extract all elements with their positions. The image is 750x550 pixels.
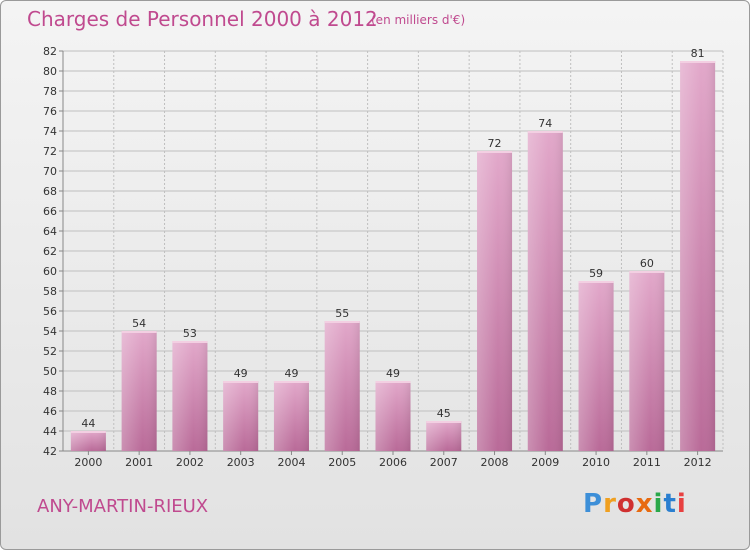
- y-tick-label: 74: [43, 125, 57, 138]
- x-tick-label: 2002: [176, 456, 204, 469]
- x-tick-label: 2009: [531, 456, 559, 469]
- bar-top-highlight: [324, 321, 360, 323]
- bar-top-highlight: [680, 61, 716, 63]
- y-tick-label: 46: [43, 405, 57, 418]
- bar-top-highlight: [172, 341, 208, 343]
- y-tick-label: 48: [43, 385, 57, 398]
- chart-title: Charges de Personnel 2000 à 2012: [27, 7, 378, 31]
- bar-value-label: 59: [589, 267, 603, 280]
- bar-shade: [172, 341, 208, 451]
- y-tick-label: 42: [43, 445, 57, 458]
- y-tick-label: 56: [43, 305, 57, 318]
- x-tick-label: 2006: [379, 456, 407, 469]
- bar-value-label: 53: [183, 327, 197, 340]
- bar-shade: [426, 421, 462, 451]
- bar-shade: [578, 281, 614, 451]
- commune-name: ANY-MARTIN-RIEUX: [37, 496, 209, 517]
- bar-value-label: 49: [284, 367, 298, 380]
- logo-letter: o: [616, 489, 636, 519]
- y-tick-label: 68: [43, 185, 57, 198]
- bar-value-label: 72: [488, 137, 502, 150]
- y-tick-label: 70: [43, 165, 57, 178]
- bar-top-highlight: [121, 331, 157, 333]
- x-tick-label: 2004: [277, 456, 305, 469]
- x-tick-label: 2012: [684, 456, 712, 469]
- bar-shade: [273, 381, 309, 451]
- bar-top-highlight: [578, 281, 614, 283]
- x-tick-label: 2010: [582, 456, 610, 469]
- bar-value-label: 49: [234, 367, 248, 380]
- y-tick-label: 72: [43, 145, 57, 158]
- y-tick-label: 82: [43, 45, 57, 58]
- y-tick-label: 78: [43, 85, 57, 98]
- logo-letter: i: [653, 489, 664, 519]
- x-tick-label: 2007: [430, 456, 458, 469]
- bar-value-label: 74: [538, 117, 552, 130]
- x-tick-label: 2000: [74, 456, 102, 469]
- y-tick-label: 44: [43, 425, 57, 438]
- bar-top-highlight: [273, 381, 309, 383]
- logo-letter: i: [676, 489, 687, 519]
- logo-letter: P: [583, 489, 604, 519]
- bar-top-highlight: [629, 271, 665, 273]
- x-tick-label: 2003: [227, 456, 255, 469]
- bar-shade: [223, 381, 259, 451]
- logo-letter: x: [635, 489, 654, 519]
- bar-value-label: 60: [640, 257, 654, 270]
- y-tick-label: 80: [43, 65, 57, 78]
- bar-top-highlight: [477, 151, 513, 153]
- bar-top-highlight: [375, 381, 411, 383]
- bar-shade: [527, 131, 563, 451]
- bar-value-label: 81: [691, 47, 705, 60]
- x-tick-label: 2011: [633, 456, 661, 469]
- bar-top-highlight: [527, 131, 563, 133]
- bar-value-label: 49: [386, 367, 400, 380]
- bar-shade: [375, 381, 411, 451]
- y-tick-label: 64: [43, 225, 57, 238]
- bar-value-label: 45: [437, 407, 451, 420]
- logo-letter: r: [603, 489, 617, 519]
- x-tick-label: 2001: [125, 456, 153, 469]
- bar-top-highlight: [70, 431, 106, 433]
- y-tick-label: 60: [43, 265, 57, 278]
- chart-subtitle: (en milliers d'€): [371, 13, 466, 27]
- bar-shade: [324, 321, 360, 451]
- bar-shade: [477, 151, 513, 451]
- bar-shade: [70, 431, 106, 451]
- y-tick-label: 52: [43, 345, 57, 358]
- bar-top-highlight: [223, 381, 259, 383]
- y-tick-label: 50: [43, 365, 57, 378]
- y-tick-label: 54: [43, 325, 57, 338]
- bar-value-label: 55: [335, 307, 349, 320]
- bar-value-label: 44: [81, 417, 95, 430]
- bar-value-label: 54: [132, 317, 146, 330]
- labels: 42 44 46 48 50 52 54 56 58 60 62 64 66 68 70 72 74 76 78 80…: [43, 45, 712, 469]
- x-tick-label: 2005: [328, 456, 356, 469]
- bar-top-highlight: [426, 421, 462, 423]
- y-tick-label: 58: [43, 285, 57, 298]
- x-tick-label: 2008: [481, 456, 509, 469]
- bars: [70, 61, 716, 451]
- bar-shade: [121, 331, 157, 451]
- y-tick-label: 76: [43, 105, 57, 118]
- y-tick-label: 66: [43, 205, 57, 218]
- bar-shade: [680, 61, 716, 451]
- bar-shade: [629, 271, 665, 451]
- y-tick-label: 62: [43, 245, 57, 258]
- proxiti-logo: Proxiti: [583, 489, 687, 519]
- logo-letter: t: [663, 489, 677, 519]
